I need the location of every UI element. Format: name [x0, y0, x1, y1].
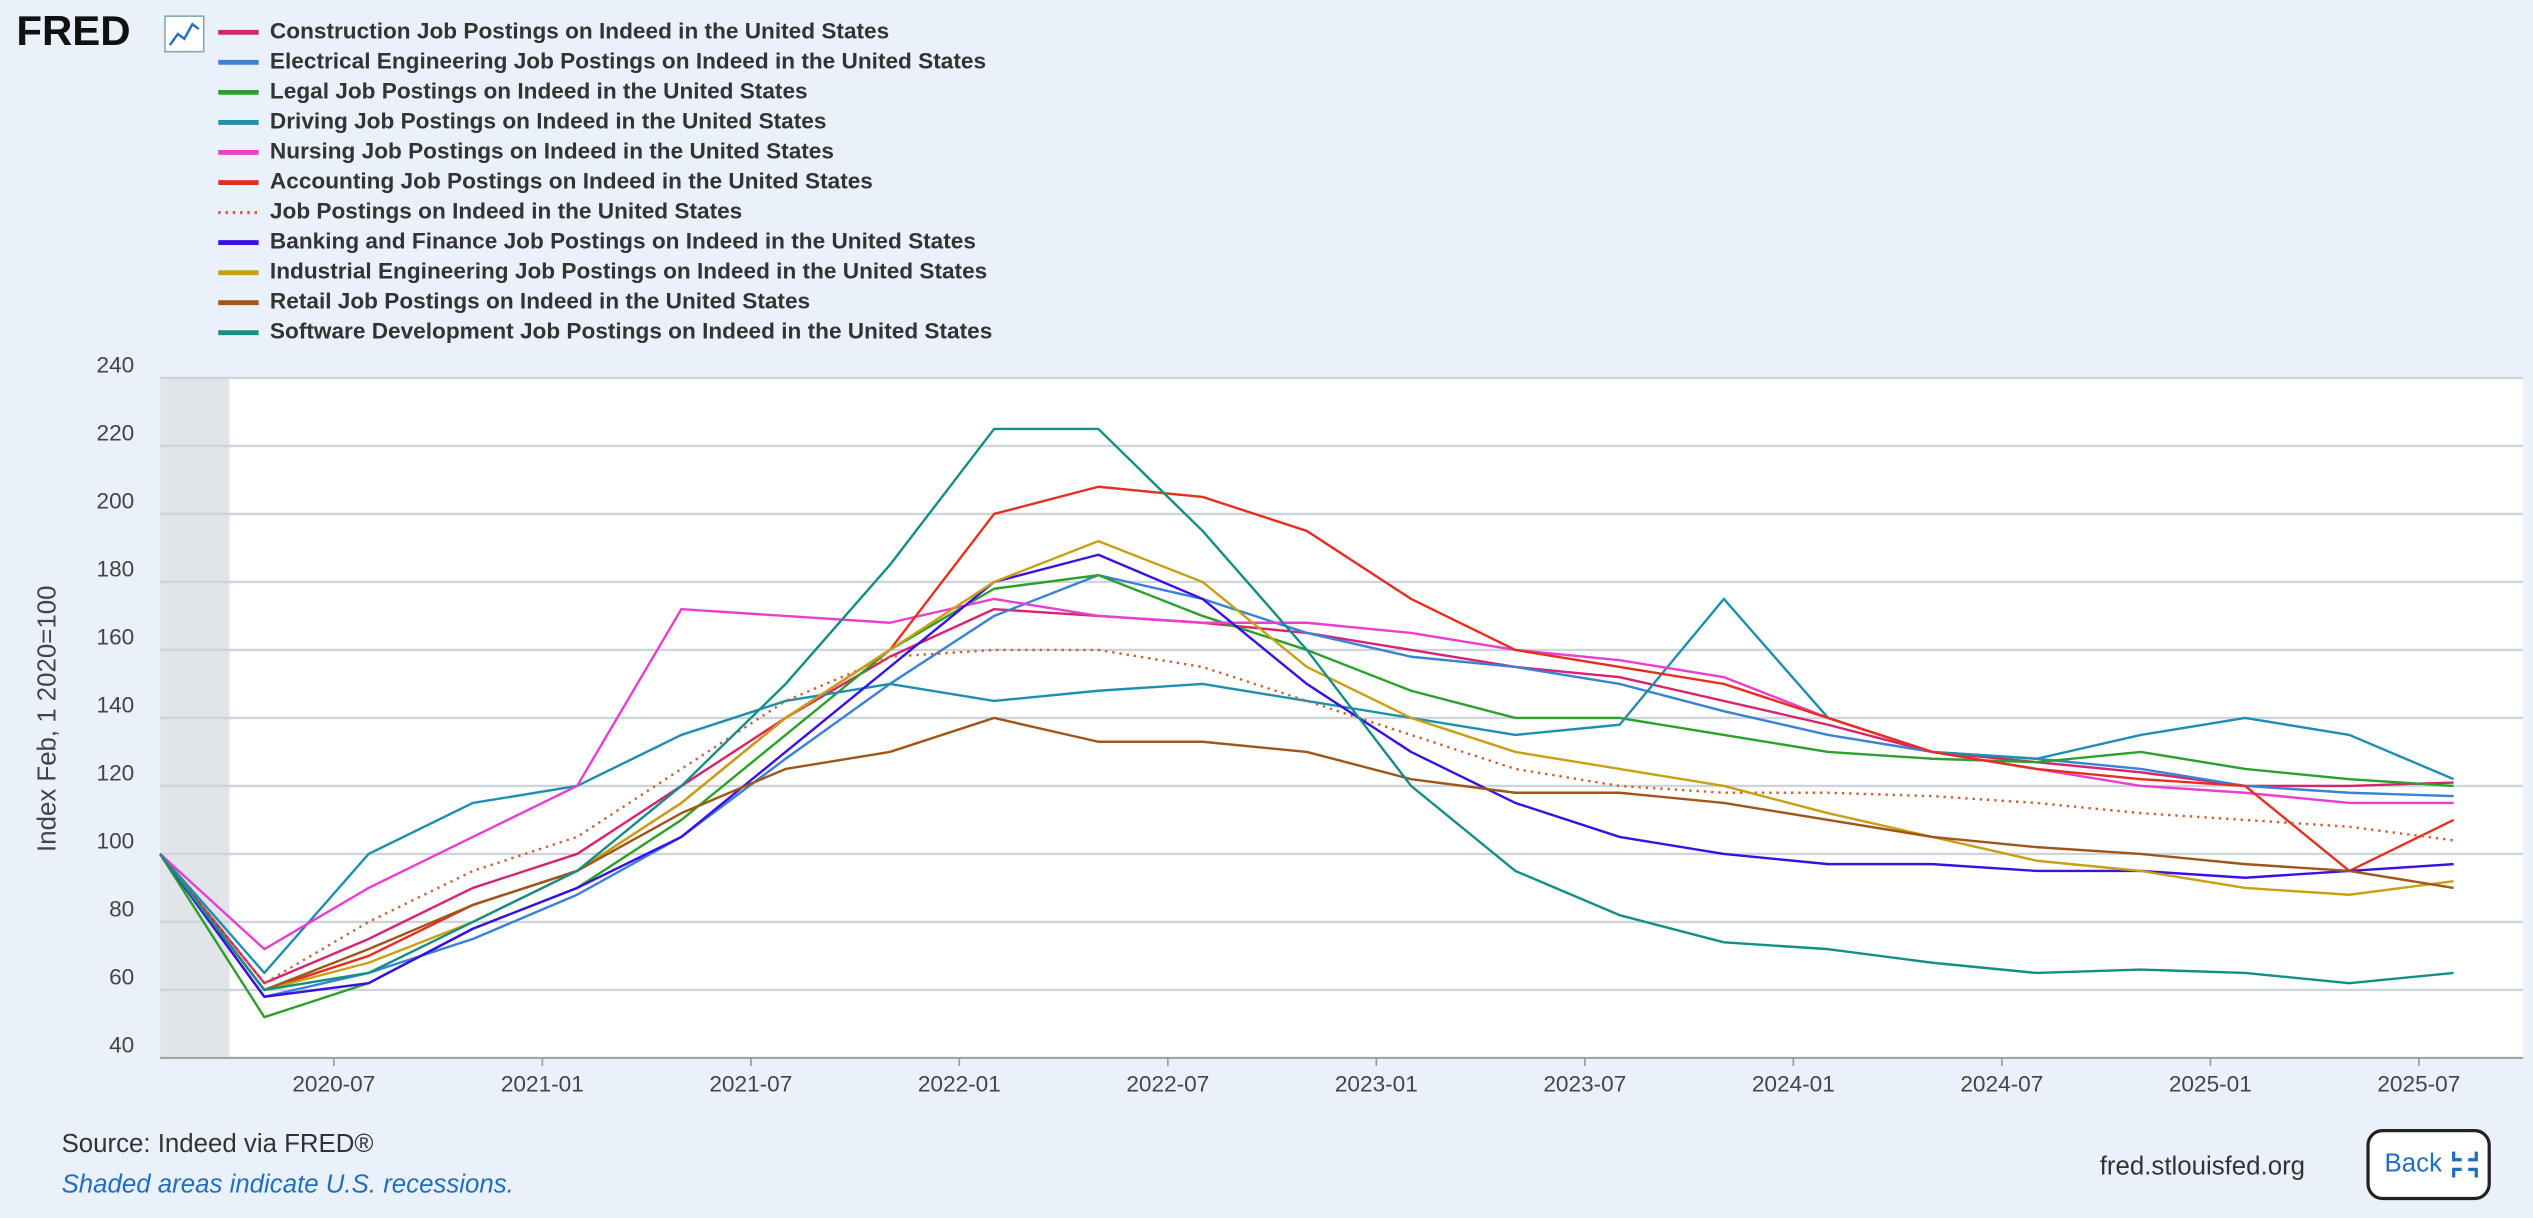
- back-button-frame[interactable]: [2366, 1129, 2491, 1201]
- series-line: [159, 716, 2454, 992]
- x-tick-label: 2022-07: [1126, 1071, 1209, 1096]
- series-line: [159, 427, 2454, 992]
- legend-label: Job Postings on Indeed in the United Sta…: [270, 199, 742, 224]
- back-button-label[interactable]: Back: [2385, 1149, 2443, 1177]
- series-line: [159, 553, 2454, 998]
- y-tick-label: 200: [97, 489, 135, 514]
- legend-label: Accounting Job Postings on Indeed in the…: [270, 168, 873, 193]
- legend-label: Banking and Finance Job Postings on Inde…: [270, 229, 976, 254]
- logo: FRED: [16, 7, 130, 54]
- series-line: [159, 597, 2454, 951]
- legend-label: Electrical Engineering Job Postings on I…: [270, 48, 986, 73]
- x-tick-label: 2024-01: [1752, 1071, 1835, 1096]
- y-tick-label: 240: [97, 353, 135, 378]
- x-tick-label: 2025-01: [2169, 1071, 2252, 1096]
- x-tick-label: 2025-07: [2377, 1071, 2460, 1096]
- y-tick-label: 120: [97, 761, 135, 786]
- legend-label: Construction Job Postings on Indeed in t…: [270, 18, 889, 43]
- y-tick-label: 140: [97, 693, 135, 718]
- legend-label: Nursing Job Postings on Indeed in the Un…: [270, 138, 834, 163]
- y-axis-label: Index Feb, 1 2020=100: [33, 586, 61, 852]
- y-tick-label: 220: [97, 421, 135, 446]
- legend-label: Industrial Engineering Job Postings on I…: [270, 259, 987, 284]
- y-tick-label: 60: [109, 965, 134, 990]
- back-button[interactable]: Back: [2366, 1129, 2491, 1201]
- x-tick-label: 2024-07: [1960, 1071, 2043, 1096]
- y-tick-label: 80: [109, 897, 134, 922]
- legend-label: Legal Job Postings on Indeed in the Unit…: [270, 78, 808, 103]
- x-tick-label: 2020-07: [292, 1071, 375, 1096]
- source: Source: Indeed via FRED®: [62, 1130, 374, 1158]
- y-tick-label: 160: [97, 625, 135, 650]
- legend-label: Retail Job Postings on Indeed in the Uni…: [270, 289, 810, 314]
- x-tick-label: 2021-01: [501, 1071, 584, 1096]
- legend-label: Software Development Job Postings on Ind…: [270, 319, 992, 344]
- series-line: [159, 597, 2455, 975]
- x-tick-label: 2021-07: [709, 1071, 792, 1096]
- series-line: [159, 573, 2454, 998]
- back-button-icon[interactable]: [2452, 1151, 2478, 1178]
- y-tick-label: 180: [97, 557, 135, 582]
- y-tick-label: 40: [109, 1033, 134, 1058]
- legend-label: Driving Job Postings on Indeed in the Un…: [270, 108, 827, 133]
- recession-note: Shaded areas indicate U.S. recessions.: [62, 1170, 514, 1198]
- logo-icon: [164, 15, 205, 53]
- x-tick-label: 2023-01: [1335, 1071, 1418, 1096]
- y-tick-label: 100: [97, 829, 135, 854]
- x-tick-label: 2022-01: [918, 1071, 1001, 1096]
- x-tick-label: 2023-07: [1543, 1071, 1626, 1096]
- site-url: fred.stlouisfed.org: [2100, 1153, 2305, 1181]
